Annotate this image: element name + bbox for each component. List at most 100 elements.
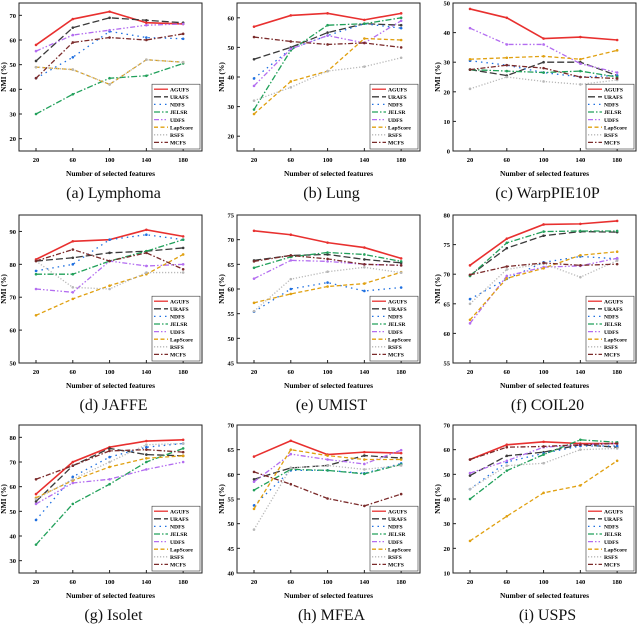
data-point-udfs — [71, 290, 75, 294]
data-point-jelsr — [505, 241, 509, 245]
data-point-mcfs — [363, 41, 366, 45]
legend-label: UDFS — [388, 118, 403, 124]
x-tick-label: 100 — [105, 369, 115, 376]
data-point-mcfs — [181, 267, 185, 271]
x-axis-label: Number of selected features — [66, 591, 155, 600]
x-tick-label: 140 — [359, 579, 369, 586]
legend-label: JELSR — [170, 322, 188, 328]
data-point-mcfs — [181, 450, 185, 454]
series-line-rsfs — [253, 266, 402, 312]
x-tick-label: 100 — [539, 157, 549, 164]
x-tick-label: 20 — [33, 157, 40, 164]
data-point-lapscore — [252, 507, 256, 511]
data-point-urafs — [363, 454, 366, 457]
y-axis-label: NMI (%) — [0, 62, 8, 92]
y-tick-label: 50 — [228, 336, 235, 343]
y-tick-label: 20 — [444, 89, 451, 96]
data-point-mcfs — [252, 470, 256, 474]
data-point-udfs — [542, 43, 545, 46]
data-point-agufs — [399, 257, 403, 260]
data-point-rsfs — [108, 460, 111, 464]
y-tick-label: 30 — [10, 112, 17, 119]
data-point-rsfs — [108, 83, 111, 86]
data-point-urafs — [108, 16, 111, 20]
x-tick-label: 180 — [612, 157, 622, 164]
data-point-rsfs — [181, 271, 185, 274]
data-point-mcfs — [579, 443, 582, 447]
y-tick-label: 10 — [444, 119, 451, 126]
data-point-lapscore — [326, 285, 329, 288]
chart-panel: 20 30 40 50 60 70 20 60 100 140 180 Number of selec… — [0, 2, 203, 178]
series-line-jelsr — [36, 239, 184, 275]
legend-label: NDFS — [604, 315, 619, 321]
y-tick-label: 55 — [228, 497, 235, 504]
chart-caption: (f) COIL20 — [510, 397, 585, 414]
y-tick-label: 70 — [444, 272, 451, 279]
data-point-rsfs — [34, 497, 38, 501]
data-point-udfs — [108, 28, 111, 32]
data-point-jelsr — [542, 71, 545, 74]
y-tick-label: 60 — [228, 287, 235, 294]
data-point-mcfs — [252, 260, 256, 263]
legend-label: NDFS — [388, 525, 403, 531]
data-point-agufs — [542, 37, 545, 40]
data-point-ndfs — [399, 26, 403, 30]
data-point-ndfs — [145, 445, 148, 449]
data-point-urafs — [71, 256, 75, 260]
data-point-agufs — [252, 25, 256, 28]
series-line-agufs — [469, 220, 618, 266]
legend-label: AGUFS — [388, 87, 407, 93]
data-point-mcfs — [505, 63, 509, 67]
data-point-jelsr — [326, 23, 329, 27]
series-line-udfs — [35, 461, 184, 505]
x-tick-label: 60 — [288, 579, 295, 586]
data-point-mcfs — [363, 263, 366, 266]
data-point-mcfs — [289, 254, 293, 257]
x-tick-label: 180 — [178, 369, 188, 376]
data-point-lapscore — [468, 539, 472, 543]
y-tick-label: 70 — [444, 423, 451, 430]
data-point-udfs — [252, 277, 256, 280]
data-point-rsfs — [326, 270, 329, 274]
series-line-urafs — [35, 17, 184, 62]
legend-label: MCFS — [170, 141, 186, 147]
data-point-rsfs — [34, 65, 38, 69]
x-tick-label: 140 — [359, 369, 369, 376]
legend-label: MCFS — [604, 353, 620, 359]
data-point-agufs — [326, 12, 329, 15]
data-point-mcfs — [326, 497, 329, 500]
data-point-lapscore — [363, 458, 366, 461]
data-point-rsfs — [468, 302, 472, 306]
data-point-udfs — [252, 84, 256, 88]
series-line-agufs — [469, 8, 618, 41]
chart-panel: 45 50 55 60 65 70 75 20 60 100 140 180 Number of sel… — [217, 213, 421, 390]
data-point-rsfs — [145, 271, 148, 274]
data-point-jelsr — [71, 272, 75, 276]
x-tick-label: 20 — [33, 369, 40, 376]
data-point-rsfs — [252, 528, 256, 531]
data-point-agufs — [145, 21, 148, 25]
y-tick-label: 50 — [228, 521, 235, 528]
legend-label: AGUFS — [604, 87, 623, 93]
legend-label: JELSR — [388, 532, 406, 538]
x-axis-label: Number of selected features — [500, 591, 589, 600]
x-tick-label: 100 — [539, 579, 549, 586]
chart-caption: (g) Isolet — [84, 607, 143, 624]
y-tick-label: 55 — [228, 311, 235, 318]
x-tick-label: 180 — [178, 157, 188, 164]
data-point-rsfs — [363, 65, 366, 68]
legend-label: LapScore — [604, 547, 627, 553]
data-point-ndfs — [71, 475, 75, 479]
data-point-rsfs — [363, 265, 366, 269]
data-point-rsfs — [252, 309, 256, 313]
legend-label: URAFS — [604, 95, 623, 101]
x-tick-label: 140 — [575, 579, 585, 586]
data-point-udfs — [468, 471, 472, 475]
data-point-rsfs — [289, 86, 293, 89]
x-tick-label: 60 — [504, 579, 511, 586]
data-point-lapscore — [289, 80, 293, 83]
data-point-rsfs — [145, 443, 148, 447]
